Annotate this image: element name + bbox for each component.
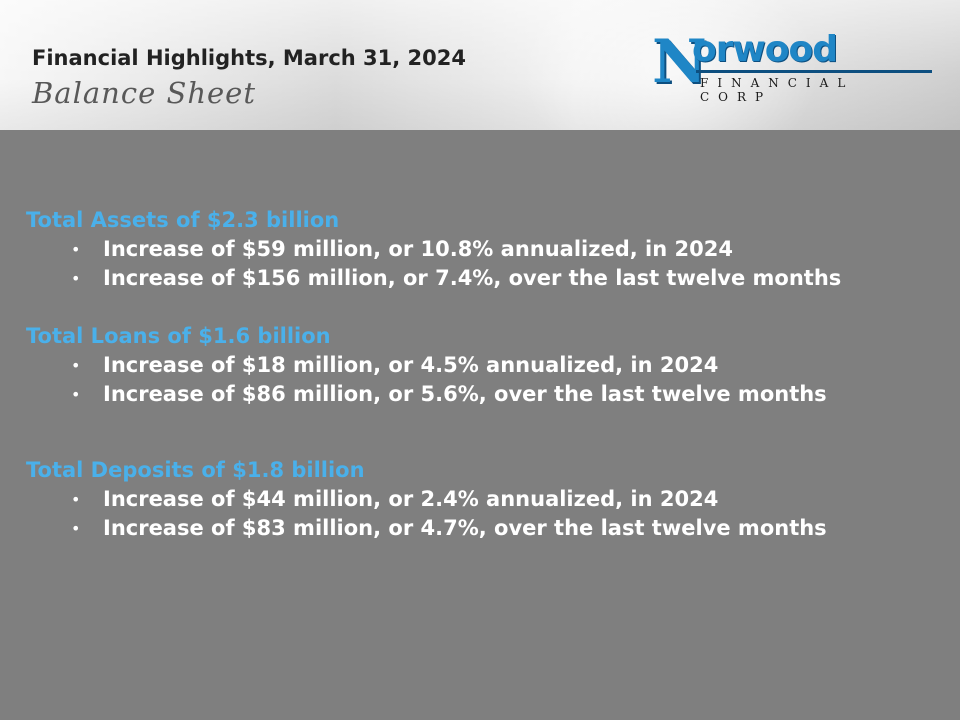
section-heading: Total Assets of $2.3 billion: [26, 208, 340, 232]
bullet-text: Increase of $86 million, or 5.6%, over t…: [103, 382, 827, 406]
list-item: • Increase of $44 million, or 2.4% annual…: [26, 485, 946, 514]
bullet-icon: •: [71, 356, 81, 375]
section-total-loans: Total Loans of $1.6 billion • Increase of…: [26, 322, 946, 409]
bullet-icon: •: [71, 240, 81, 259]
bullet-icon: •: [71, 519, 81, 538]
bullet-text: Increase of $83 million, or 4.7%, over t…: [103, 516, 827, 540]
bullet-icon: •: [71, 269, 81, 288]
logo-wordmark: orwood: [692, 29, 838, 70]
logo-underline: [696, 70, 932, 73]
section-heading: Total Deposits of $1.8 billion: [26, 458, 365, 482]
section-spacer: [26, 293, 946, 322]
bullet-text: Increase of $44 million, or 2.4% annuali…: [103, 487, 719, 511]
header-highlight: [520, 0, 820, 130]
section-spacer: [26, 409, 946, 456]
logo-subtitle: FINANCIAL CORP: [700, 76, 855, 104]
bullet-list: • Increase of $18 million, or 4.5% annual…: [26, 351, 946, 409]
bullet-text: Increase of $18 million, or 4.5% annuali…: [103, 353, 719, 377]
bullet-icon: •: [71, 490, 81, 509]
bullet-icon: •: [71, 385, 81, 404]
logo-initial: N: [652, 27, 707, 97]
bullet-list: • Increase of $59 million, or 10.8% annua…: [26, 235, 946, 293]
bullet-text: Increase of $59 million, or 10.8% annual…: [103, 237, 733, 261]
norwood-logo: N orwood FINANCIAL CORP: [652, 27, 932, 104]
slide-title: Financial Highlights, March 31, 2024: [32, 46, 466, 70]
section-heading: Total Loans of $1.6 billion: [26, 324, 331, 348]
slide-body: Total Assets of $2.3 billion • Increase o…: [26, 206, 946, 543]
slide-subtitle: Balance Sheet: [32, 76, 256, 110]
list-item: • Increase of $18 million, or 4.5% annual…: [26, 351, 946, 380]
slide-header: Financial Highlights, March 31, 2024 Bal…: [0, 0, 960, 130]
bullet-text: Increase of $156 million, or 7.4%, over …: [103, 266, 842, 290]
bullet-list: • Increase of $44 million, or 2.4% annual…: [26, 485, 946, 543]
section-total-assets: Total Assets of $2.3 billion • Increase o…: [26, 206, 946, 293]
section-total-deposits: Total Deposits of $1.8 billion • Increase…: [26, 456, 946, 543]
list-item: • Increase of $156 million, or 7.4%, over…: [26, 264, 946, 293]
list-item: • Increase of $83 million, or 4.7%, over …: [26, 514, 946, 543]
list-item: • Increase of $86 million, or 5.6%, over …: [26, 380, 946, 409]
list-item: • Increase of $59 million, or 10.8% annua…: [26, 235, 946, 264]
